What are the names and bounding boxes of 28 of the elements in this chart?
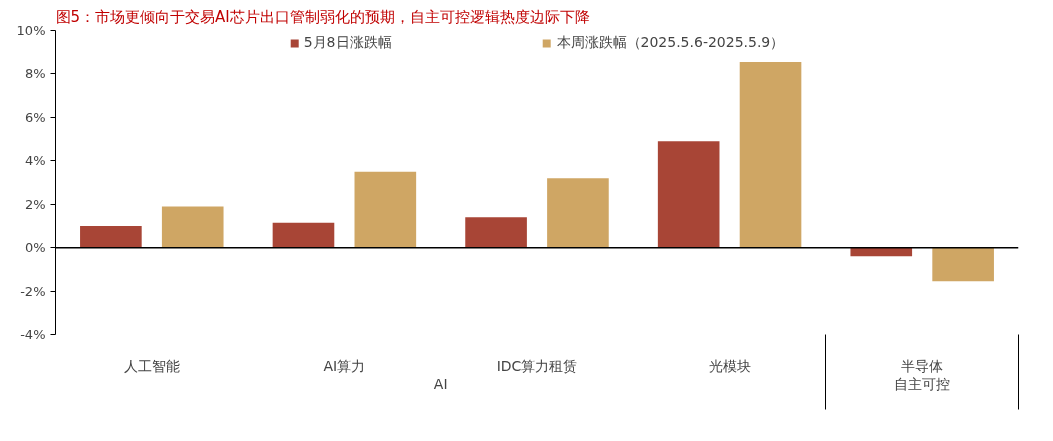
legend-label: 5月8日涨跌幅 [303,34,392,52]
bar [547,178,609,248]
bar [850,247,913,257]
bar [932,247,994,282]
chart-title: 图5：市场更倾向于交易AI芯片出口管制弱化的预期，自主可控逻辑热度边际下降 [55,7,590,26]
y-tick-label: 8% [24,66,46,82]
legend-label: 本周涨跌幅（2025.5.6-2025.5.9） [556,34,785,52]
text: 自主可控 [894,375,951,392]
bar [354,171,417,248]
y-tick-label: 4% [24,153,46,169]
bar [465,217,527,248]
bar [739,61,802,248]
x-tick-label: IDC算力租赁 [496,357,578,374]
x-tick-label: 半导体 [901,357,944,374]
text: AI [433,375,448,392]
y-tick-label: 2% [24,196,46,212]
y-tick-label: 0% [24,240,46,256]
y-tick-label: -4% [20,327,46,342]
bar [272,222,335,248]
x-tick-label: 光模块 [708,357,751,374]
x-tick-label: AI算力 [323,357,366,374]
bar [80,225,142,248]
y-tick-label: 6% [24,109,46,125]
y-tick-label: 10% [16,23,46,38]
bar [657,141,720,248]
x-tick-label: 人工智能 [123,357,180,374]
y-tick-label: -2% [20,283,46,299]
bar [161,206,224,248]
